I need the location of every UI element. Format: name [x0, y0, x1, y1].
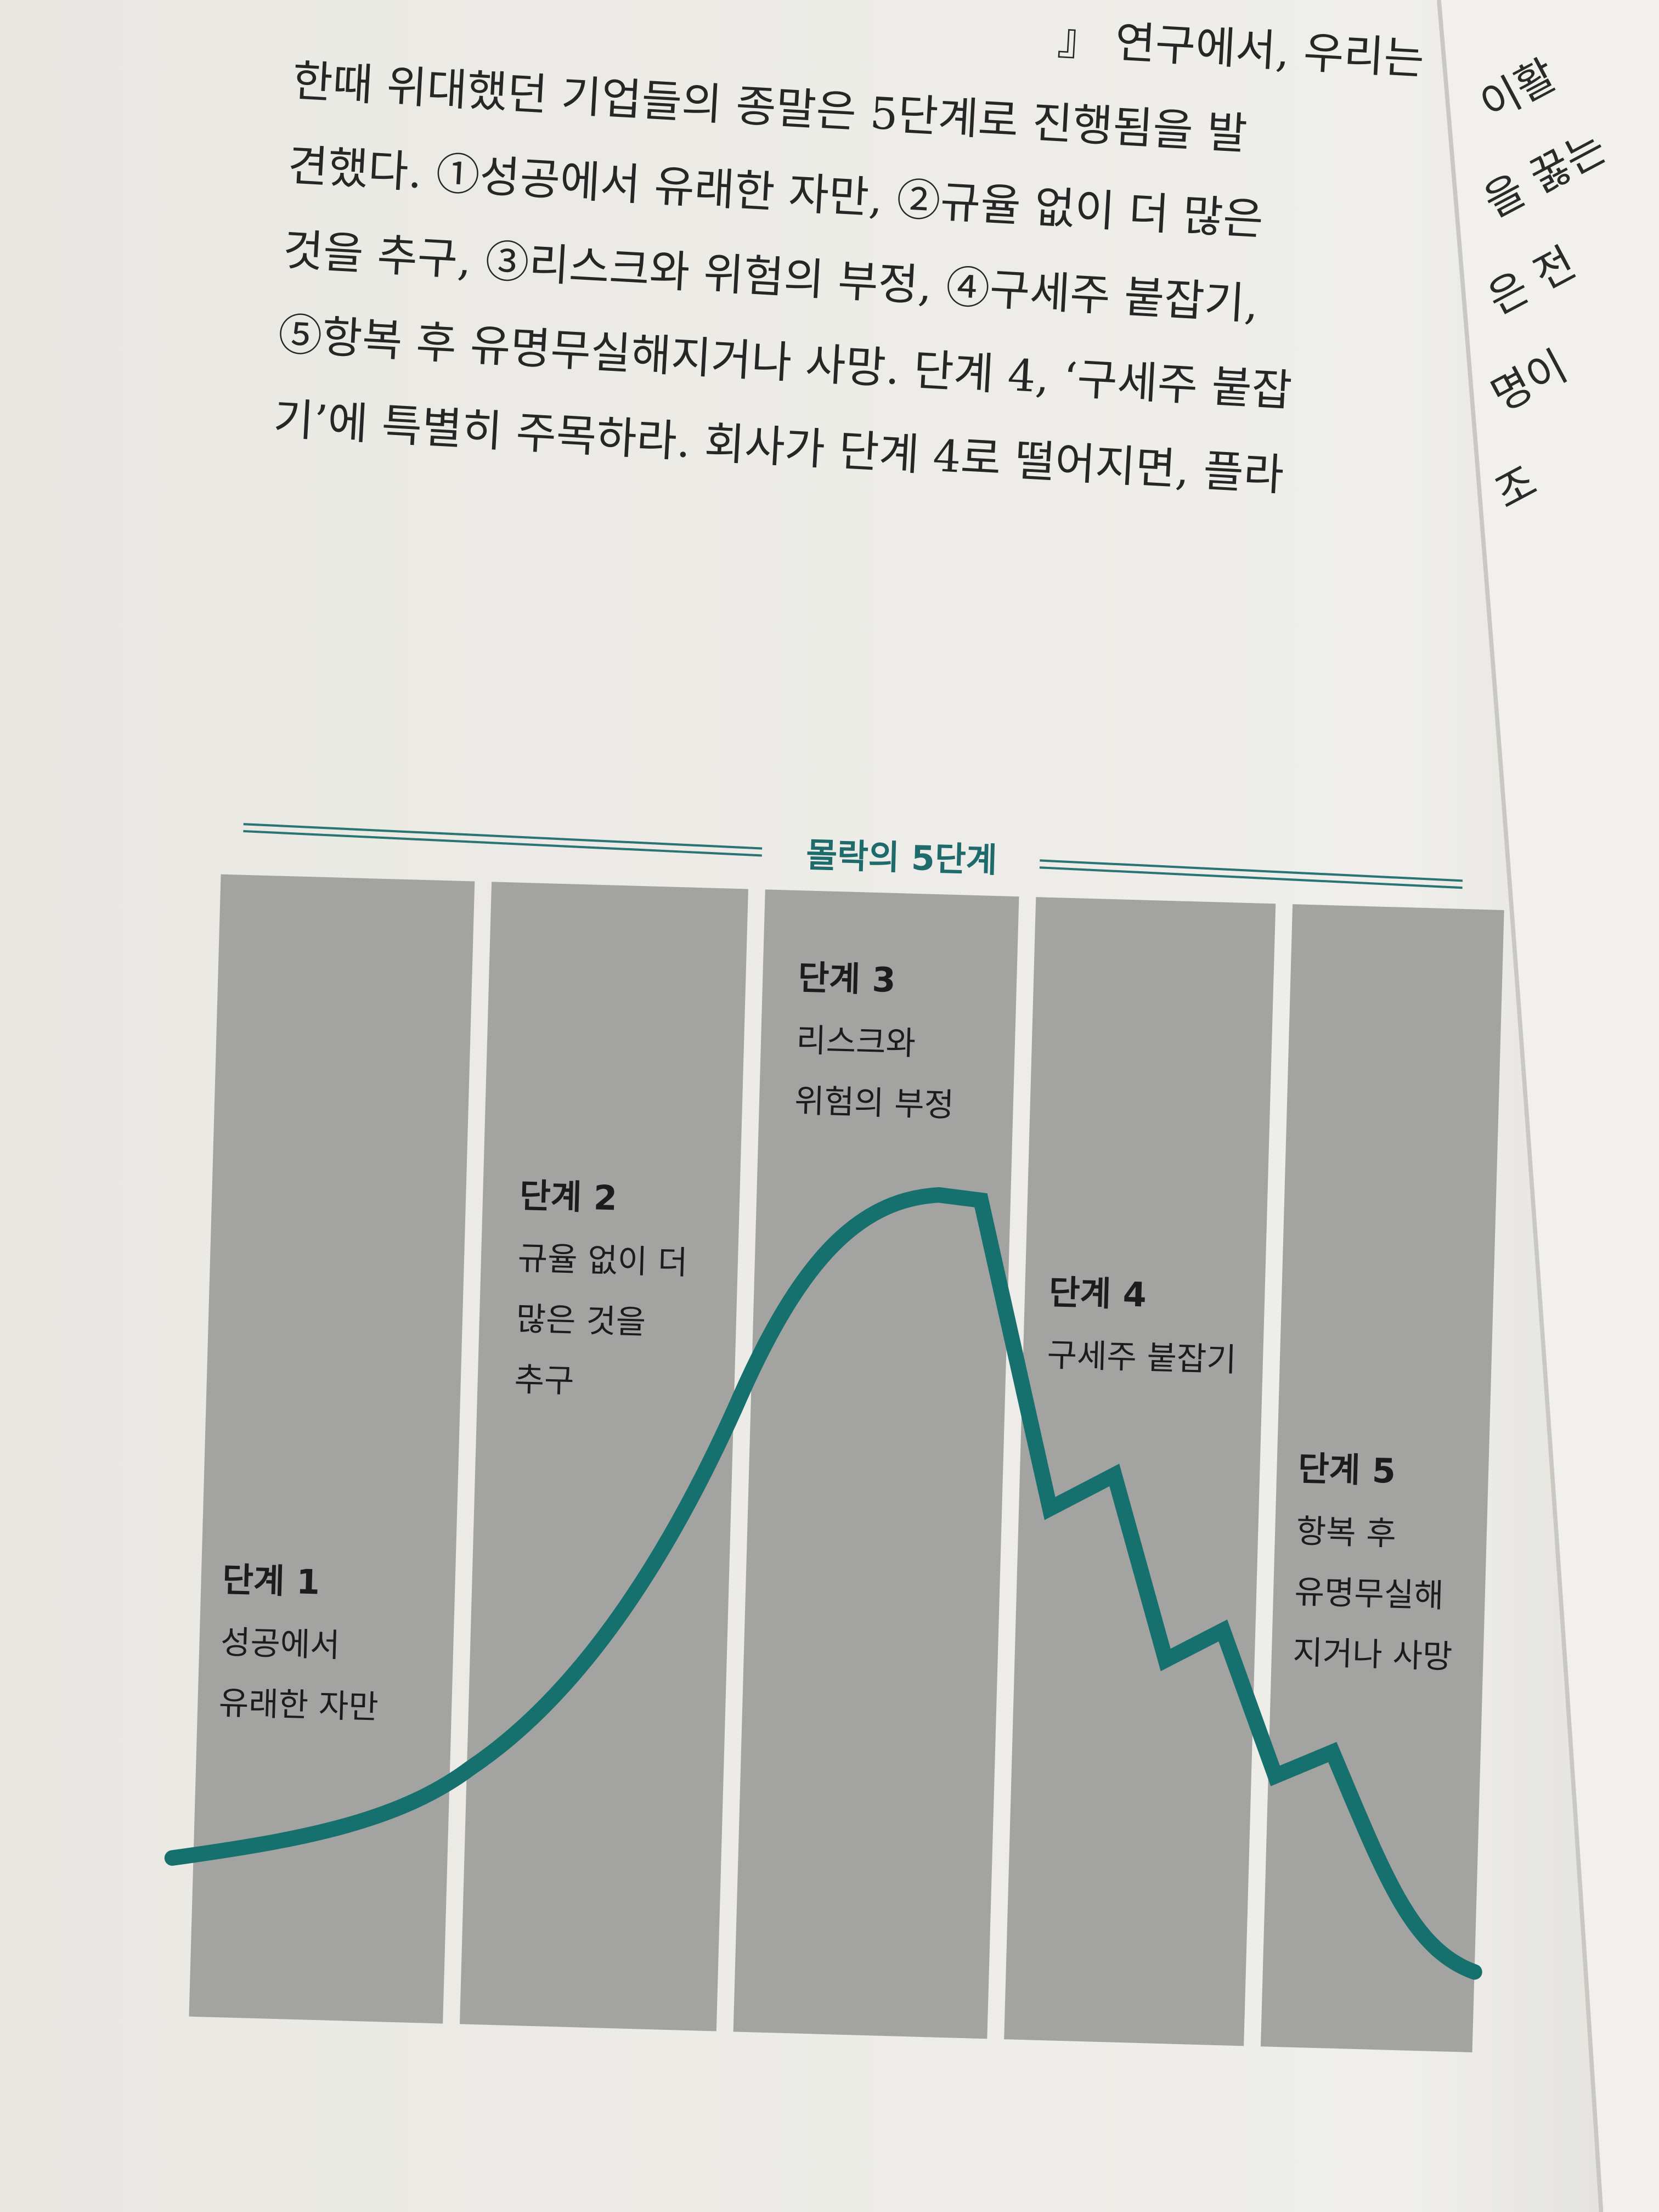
diagram-title: 몰락의 5단계: [805, 836, 997, 881]
stage-description: 추구: [514, 1361, 575, 1400]
stage-description: 위험의 부정: [794, 1082, 955, 1124]
stage-description: 규율 없이 더: [517, 1239, 688, 1282]
stage-label: 단계 3: [798, 958, 896, 1000]
stage-description: 항복 후: [1296, 1512, 1397, 1553]
stage-description: 리스크와: [795, 1021, 916, 1062]
stage-label: 단계 5: [1297, 1449, 1396, 1491]
page-edge: [1437, 0, 1604, 2212]
stage-label: 단계 1: [222, 1560, 320, 1602]
stage-columns: [189, 874, 1504, 2052]
stage-label: 단계 4: [1048, 1273, 1147, 1315]
stage-description: 유래한 자만: [218, 1684, 379, 1726]
stage-description: 구세주 붙잡기: [1047, 1336, 1237, 1379]
right-page: [1438, 0, 1659, 2212]
stage-label: 단계 2: [519, 1176, 618, 1218]
stage-description: 많은 것을: [516, 1300, 646, 1341]
stage-description: 유명무실해: [1294, 1573, 1444, 1615]
stage-description: 성공에서: [220, 1623, 340, 1664]
stage-description: 지거나 사망: [1293, 1633, 1453, 1675]
decline-curve: [164, 1187, 1482, 1980]
title-rules: [243, 823, 1463, 889]
